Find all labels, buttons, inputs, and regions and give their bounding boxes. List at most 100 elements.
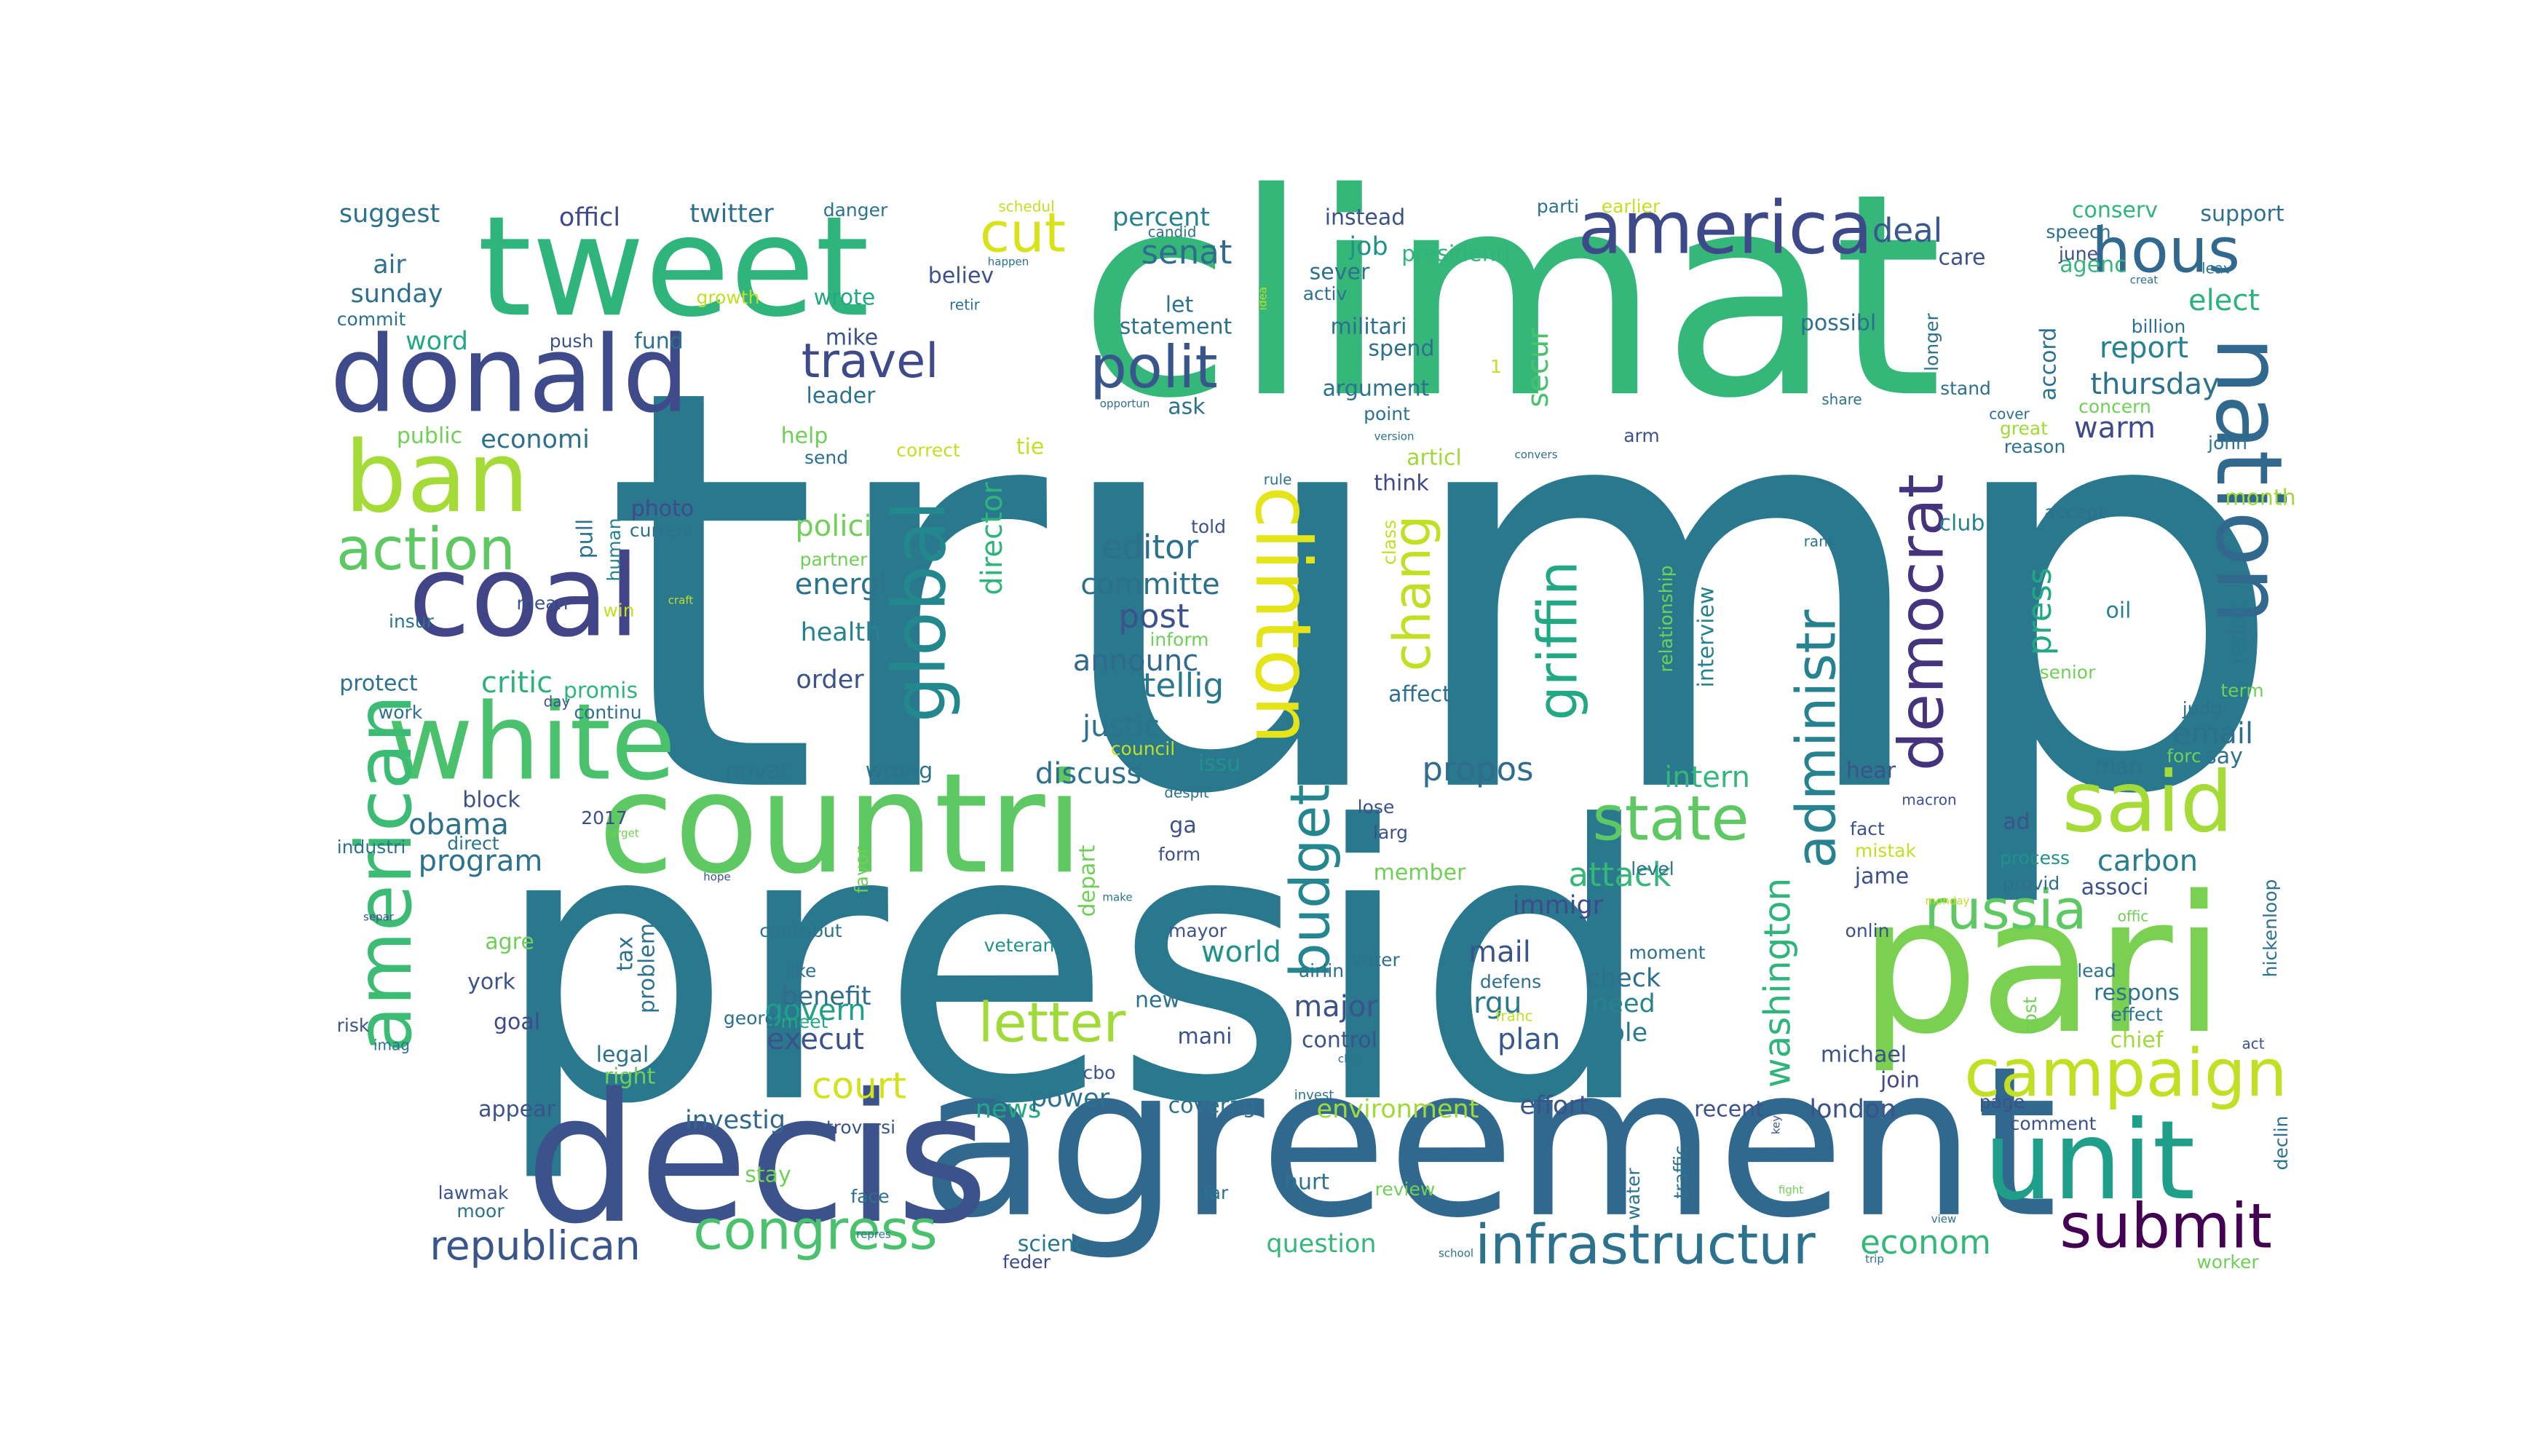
word-effect: effect <box>2110 1004 2163 1025</box>
word-industri: industri <box>337 836 406 858</box>
word-airlin: airlin <box>1299 960 1344 981</box>
word-pull: pull <box>573 519 598 559</box>
word-cut: cut <box>980 201 1066 265</box>
word-point: point <box>1364 403 1410 424</box>
word-retir: retir <box>949 296 980 314</box>
word-version: version <box>1374 430 1415 443</box>
word-lose: lose <box>1358 796 1395 818</box>
word-michael: michael <box>1821 1042 1907 1068</box>
word-believ: believ <box>928 264 994 289</box>
word-recent: recent <box>1694 1097 1764 1123</box>
word-action: action <box>336 515 515 583</box>
word-spend: spend <box>1368 336 1434 362</box>
word-help: help <box>781 424 828 449</box>
word-jame: jame <box>1854 864 1909 890</box>
word-chief: chief <box>2110 1028 2164 1053</box>
word-man: man <box>2094 755 2143 780</box>
word-macron: macron <box>1902 791 1956 809</box>
word-act: act <box>2242 1035 2264 1053</box>
word-issu: issu <box>1198 751 1241 777</box>
word-mistak: mistak <box>1855 840 1916 861</box>
word-john: john <box>2207 432 2247 454</box>
word-depart: depart <box>1075 844 1101 917</box>
word-reduc: reduc <box>2225 603 2251 665</box>
word-submit: submit <box>2060 1190 2272 1262</box>
word-clinton: clinton <box>1238 486 1327 745</box>
word-happen: happen <box>988 256 1029 269</box>
word-post: post <box>1118 597 1189 636</box>
word-senior: senior <box>2040 662 2096 683</box>
word-forc: forc <box>2167 745 2201 767</box>
word-said: said <box>2062 754 2233 852</box>
word-danger: danger <box>823 199 888 221</box>
word-billion: billion <box>2132 316 2186 337</box>
word-despit: despit <box>1164 784 1209 802</box>
word-republican: republican <box>430 1222 640 1269</box>
word-level: level <box>1631 858 1674 879</box>
word-health: health <box>801 618 882 647</box>
word-commit: commit <box>337 309 406 330</box>
word-target: target <box>606 827 639 840</box>
word-moor: moor <box>456 1200 505 1222</box>
word-veteran: veteran <box>984 935 1055 956</box>
word-oil: oil <box>2105 598 2131 624</box>
word-deal: deal <box>1872 211 1942 250</box>
word-traffic: traffic <box>1670 1145 1691 1198</box>
word-need: need <box>1591 989 1655 1018</box>
word-inform: inform <box>1150 629 1208 650</box>
word-griffin: griffin <box>1526 561 1590 720</box>
word-york: york <box>467 970 515 995</box>
word-fund: fund <box>634 329 684 355</box>
word-court: court <box>812 1065 906 1107</box>
word-new: new <box>1135 988 1180 1013</box>
word-creat: creat <box>2130 274 2159 287</box>
word-economi: economi <box>480 425 590 454</box>
word-problem: problem <box>635 923 660 1013</box>
word-cover: cover <box>1989 405 2030 423</box>
word-franc: franc <box>1495 1008 1532 1025</box>
word-tweet: tweet <box>478 186 869 347</box>
word-program: program <box>419 844 543 878</box>
word-risk: risk <box>337 1015 370 1036</box>
word-share: share <box>1821 391 1861 408</box>
word-officl: officl <box>559 203 620 232</box>
word-fight: fight <box>1779 1184 1803 1197</box>
word-affect: affect <box>1388 682 1451 708</box>
word-member: member <box>1374 860 1466 886</box>
word-block: block <box>462 788 521 813</box>
word-longer: longer <box>1921 312 1942 371</box>
word-state: state <box>1592 783 1749 855</box>
word-imag: imag <box>373 1037 410 1054</box>
word-tax: tax <box>613 936 638 971</box>
word-legal: legal <box>596 1042 649 1068</box>
word-ga: ga <box>1169 813 1196 839</box>
word-sunday: sunday <box>351 280 443 309</box>
word-human: human <box>604 518 625 581</box>
word-protect: protect <box>339 671 418 697</box>
word-current: current <box>630 520 695 541</box>
word-administr: administr <box>1784 609 1848 868</box>
word-council: council <box>1111 738 1175 759</box>
word-growth: growth <box>697 287 760 308</box>
word-push: push <box>550 331 594 352</box>
word-month: month <box>2225 486 2295 511</box>
word-word: word <box>405 327 468 356</box>
word-congress: congress <box>693 1198 938 1262</box>
word-convers: convers <box>1514 448 1557 462</box>
word-percent: percent <box>1112 203 1210 232</box>
word-mayor: mayor <box>1168 920 1227 941</box>
word-direct: direct <box>447 833 499 854</box>
word-key: key <box>1770 1115 1783 1134</box>
word-win: win <box>603 600 634 621</box>
word-provid: provid <box>2003 873 2060 894</box>
word-concern: concern <box>2078 396 2151 417</box>
word-say: say <box>2205 744 2243 769</box>
word-monday: monday <box>1926 895 1970 908</box>
word-presid: presid <box>492 745 1655 1187</box>
word-join: join <box>1880 1068 1920 1093</box>
word-coal: coal <box>408 530 640 662</box>
word-judg: judg <box>2182 698 2223 719</box>
word-feder: feder <box>1002 1251 1051 1273</box>
word-clinc: clinc <box>1338 1053 1363 1066</box>
word-correct: correct <box>896 440 960 461</box>
